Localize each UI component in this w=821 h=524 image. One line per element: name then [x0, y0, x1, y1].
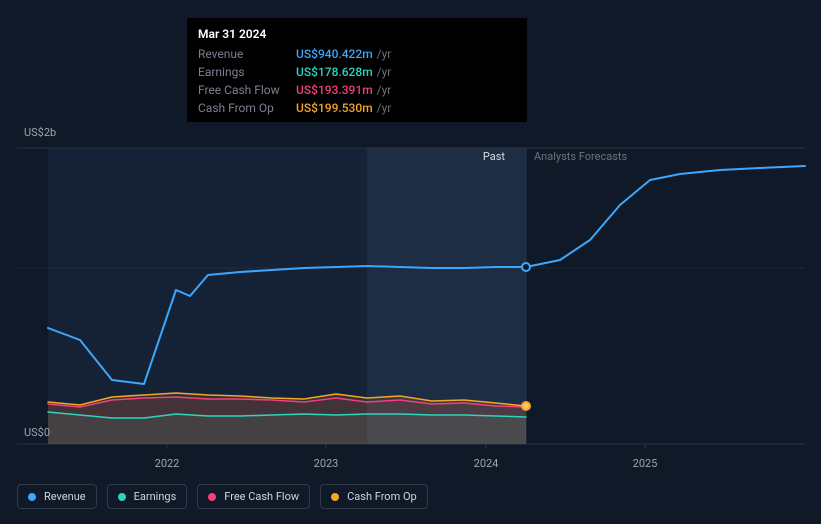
earnings-revenue-chart: US$2b US$0 2022 2023 2024 2025 Past Analysts… — [0, 0, 821, 524]
legend-label: Earnings — [134, 490, 177, 503]
past-section-label: Past — [483, 150, 505, 163]
tooltip-metric-label: Cash From Op — [198, 101, 296, 115]
tooltip-metric-suffix: /yr — [377, 65, 392, 79]
x-axis-label: 2025 — [633, 457, 658, 470]
tooltip-metric-value: US$199.530m — [296, 101, 373, 115]
tooltip-row: Free Cash FlowUS$193.391m/yr — [188, 81, 526, 99]
x-axis-label: 2023 — [314, 457, 339, 470]
legend-label: Revenue — [44, 490, 86, 503]
tooltip-row: Cash From OpUS$199.530m/yr — [188, 99, 526, 117]
legend-item[interactable]: Cash From Op — [320, 484, 428, 509]
tooltip-metric-value: US$940.422m — [296, 47, 373, 61]
y-axis-label: US$2b — [24, 126, 56, 139]
legend-label: Free Cash Flow — [224, 490, 299, 503]
chart-tooltip: Mar 31 2024 RevenueUS$940.422m/yrEarning… — [187, 18, 527, 122]
legend-label: Cash From Op — [347, 490, 417, 503]
legend-dot-icon — [28, 493, 36, 501]
forecast-section-label: Analysts Forecasts — [534, 150, 627, 163]
tooltip-metric-label: Revenue — [198, 47, 296, 61]
tooltip-metric-suffix: /yr — [377, 83, 392, 97]
tooltip-metric-value: US$193.391m — [296, 83, 373, 97]
tooltip-metric-suffix: /yr — [377, 101, 392, 115]
tooltip-metric-label: Earnings — [198, 65, 296, 79]
legend-dot-icon — [118, 493, 126, 501]
tooltip-metric-value: US$178.628m — [296, 65, 373, 79]
tooltip-row: EarningsUS$178.628m/yr — [188, 63, 526, 81]
legend-item[interactable]: Free Cash Flow — [197, 484, 310, 509]
legend-dot-icon — [208, 493, 216, 501]
tooltip-metric-suffix: /yr — [377, 47, 392, 61]
x-axis-label: 2024 — [474, 457, 499, 470]
legend-item[interactable]: Earnings — [107, 484, 188, 509]
chart-legend: Revenue Earnings Free Cash Flow Cash From O… — [17, 484, 428, 509]
legend-item[interactable]: Revenue — [17, 484, 97, 509]
legend-dot-icon — [331, 493, 339, 501]
tooltip-row: RevenueUS$940.422m/yr — [188, 45, 526, 63]
tooltip-date: Mar 31 2024 — [188, 23, 526, 45]
y-axis-label: US$0 — [24, 426, 50, 439]
tooltip-metric-label: Free Cash Flow — [198, 83, 296, 97]
x-axis-label: 2022 — [155, 457, 180, 470]
